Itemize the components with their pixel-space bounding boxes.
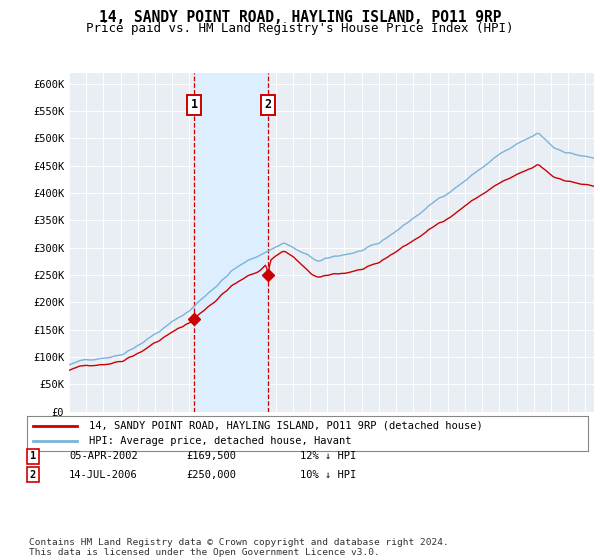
- Text: 14, SANDY POINT ROAD, HAYLING ISLAND, PO11 9RP (detached house): 14, SANDY POINT ROAD, HAYLING ISLAND, PO…: [89, 421, 482, 431]
- Text: HPI: Average price, detached house, Havant: HPI: Average price, detached house, Hava…: [89, 436, 351, 446]
- Text: 14-JUL-2006: 14-JUL-2006: [69, 470, 138, 480]
- Text: 2: 2: [264, 99, 271, 111]
- Text: £250,000: £250,000: [186, 470, 236, 480]
- Text: 1: 1: [190, 99, 197, 111]
- Text: Price paid vs. HM Land Registry's House Price Index (HPI): Price paid vs. HM Land Registry's House …: [86, 22, 514, 35]
- Text: £169,500: £169,500: [186, 451, 236, 461]
- Text: 12% ↓ HPI: 12% ↓ HPI: [300, 451, 356, 461]
- Text: 14, SANDY POINT ROAD, HAYLING ISLAND, PO11 9RP: 14, SANDY POINT ROAD, HAYLING ISLAND, PO…: [99, 10, 501, 25]
- Text: Contains HM Land Registry data © Crown copyright and database right 2024.
This d: Contains HM Land Registry data © Crown c…: [29, 538, 449, 557]
- Text: 2: 2: [30, 470, 36, 480]
- Bar: [194, 73, 268, 412]
- Text: 05-APR-2002: 05-APR-2002: [69, 451, 138, 461]
- Text: 1: 1: [30, 451, 36, 461]
- Text: 10% ↓ HPI: 10% ↓ HPI: [300, 470, 356, 480]
